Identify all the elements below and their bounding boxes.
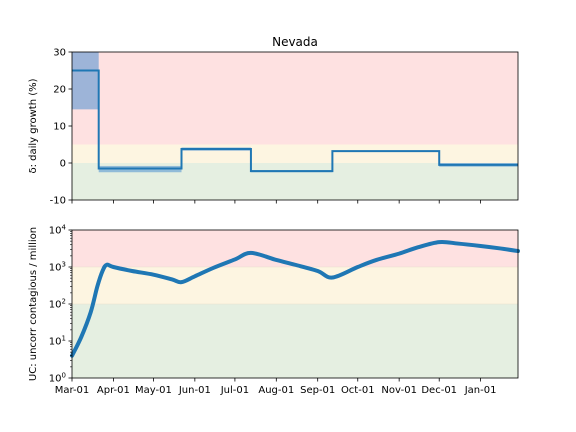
contagious-y-tick-label: 101 — [49, 335, 66, 348]
contagious-x-tick-label: Jan-01 — [464, 385, 497, 396]
contagious-x-tick-label: Jul-01 — [220, 385, 249, 396]
growth-x-ticks — [72, 200, 481, 204]
contagious-x-tick-label: Aug-01 — [258, 385, 294, 396]
growth-risk-bands — [72, 52, 518, 200]
contagious-x-tick-label: Apr-01 — [97, 385, 130, 396]
contagious-x-tick-label: Dec-01 — [421, 385, 457, 396]
contagious-y-tick-label: 103 — [49, 261, 66, 274]
growth-y-tick-label: 10 — [53, 122, 66, 133]
contagious-band-0 — [72, 304, 518, 378]
growth-y-tick-label: -10 — [50, 196, 66, 207]
contagious-y-ticks: 100 101 102 103 104 — [49, 224, 72, 385]
growth-y-axis-label: δ: daily growth (%) — [28, 78, 39, 173]
contagious-band-2 — [72, 230, 518, 267]
growth-y-tick-label: 0 — [60, 159, 66, 170]
plot-title: Nevada — [272, 35, 318, 49]
contagious-panel: 100 101 102 103 104 Mar-01 Apr-01 May-01 Jun-01… — [28, 224, 518, 397]
contagious-y-axis-label: UC: uncorr contagious / million — [28, 227, 39, 381]
contagious-x-tick-label: Mar-01 — [55, 385, 90, 396]
contagious-x-tick-label: May-01 — [135, 385, 172, 396]
growth-ci-band-0 — [72, 52, 99, 109]
contagious-x-tick-label: Nov-01 — [381, 385, 417, 396]
contagious-x-tick-label: Oct-01 — [341, 385, 375, 396]
growth-y-tick-label: 30 — [53, 48, 66, 59]
contagious-x-tick-label: Sep-01 — [300, 385, 335, 396]
growth-band-1 — [72, 145, 518, 164]
contagious-risk-bands — [72, 230, 518, 378]
growth-y-tick-label: 20 — [53, 85, 66, 96]
contagious-x-tick-label: Jun-01 — [178, 385, 211, 396]
growth-panel: -10 0 10 20 30 Nevada δ: daily growth (%) — [28, 35, 518, 207]
contagious-y-tick-label: 100 — [49, 372, 66, 385]
growth-band-2 — [72, 52, 518, 145]
growth-y-ticks: -10 0 10 20 30 — [50, 48, 72, 207]
contagious-y-tick-label: 104 — [49, 224, 67, 237]
contagious-x-ticks: Mar-01 Apr-01 May-01 Jun-01 Jul-01 Aug-01 Sep-… — [55, 378, 497, 396]
contagious-y-tick-label: 102 — [49, 298, 66, 311]
